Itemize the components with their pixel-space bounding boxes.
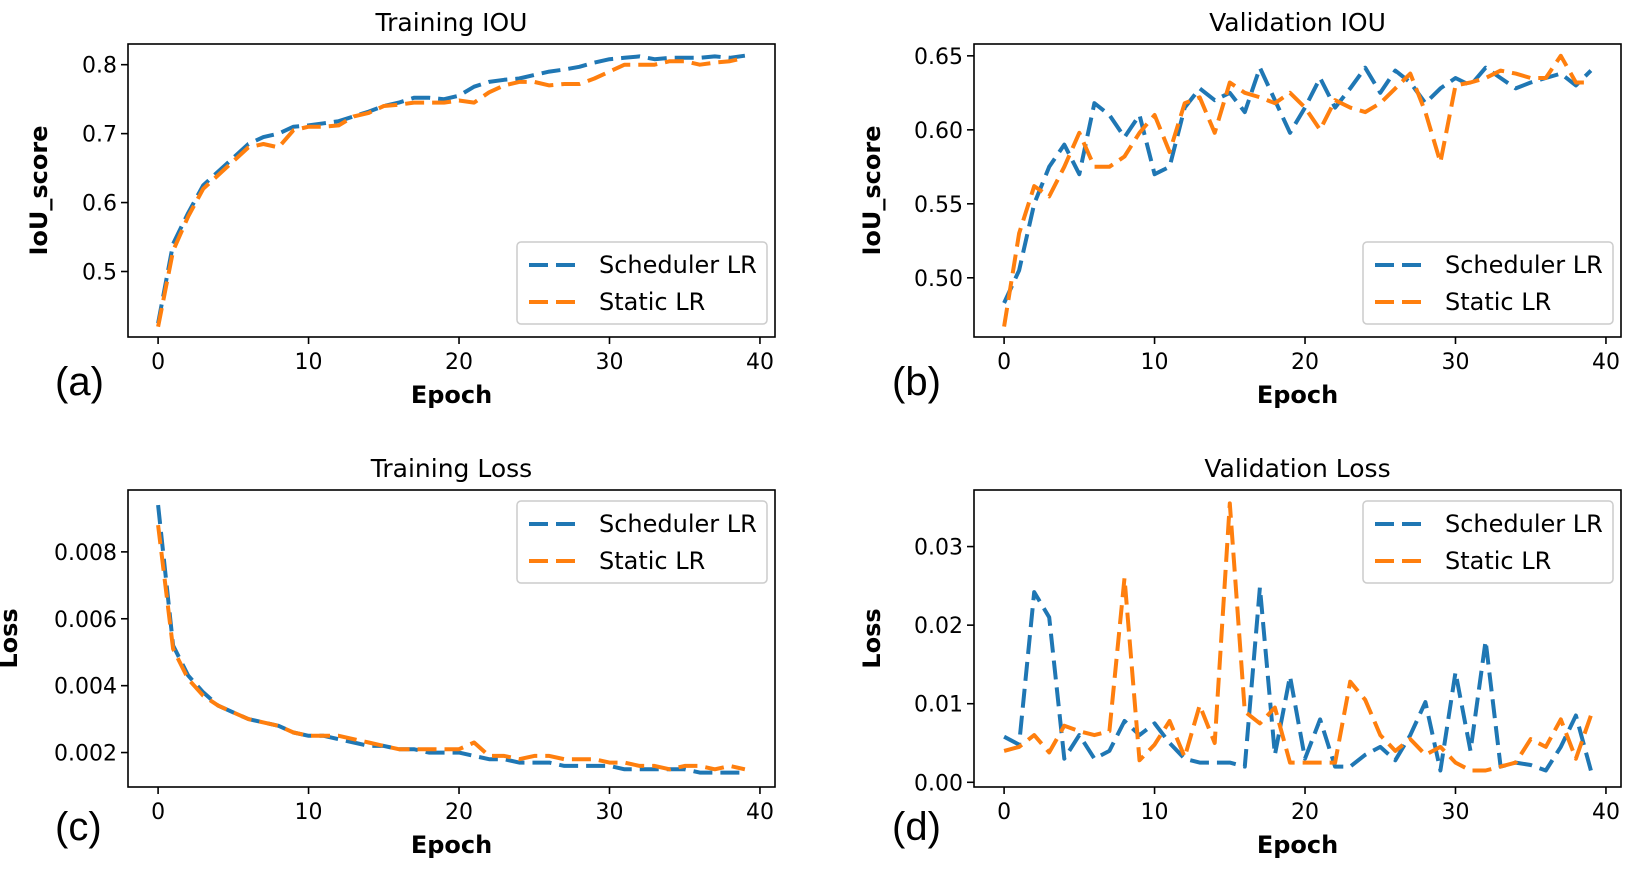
y-tick-label: 0.004	[54, 675, 117, 700]
plot-frame	[127, 489, 776, 788]
y-tick-label: 0.6	[82, 192, 117, 217]
x-tick-label: 20	[445, 350, 473, 375]
legend-label: Scheduler LR	[599, 510, 757, 538]
y-tick-label: 0.7	[82, 123, 117, 148]
x-tick-label: 40	[746, 800, 774, 825]
legend-box	[516, 500, 768, 584]
plot-frame	[127, 43, 776, 338]
x-tick-label: 30	[1441, 800, 1469, 825]
y-tick-label: 0.02	[914, 614, 963, 639]
y-tick-label: 0.55	[914, 193, 963, 218]
x-tick-label: 0	[997, 350, 1011, 375]
chart-title: Training Loss	[370, 454, 532, 483]
legend-label: Scheduler LR	[1445, 251, 1603, 279]
series-line-scheduler-lr	[156, 504, 745, 775]
panel-tag: (d)	[892, 805, 941, 849]
y-tick-label: 0.03	[914, 536, 963, 561]
series-line-scheduler-lr	[1003, 585, 1593, 773]
legend-label: Static LR	[1445, 288, 1551, 316]
series-line-static-lr	[156, 524, 746, 772]
legend: Scheduler LR Static LR	[516, 241, 768, 325]
series-line-static-lr	[156, 55, 746, 328]
y-tick-label: 0.01	[914, 693, 963, 718]
legend-label: Static LR	[599, 547, 705, 575]
legend: Scheduler LR Static LR	[1362, 241, 1614, 325]
x-tick-label: 40	[1592, 350, 1620, 375]
y-tick-label: 0.5	[82, 261, 117, 286]
x-tick-label: 20	[1291, 800, 1319, 825]
x-tick-label: 0	[997, 800, 1011, 825]
panel-tag: (c)	[55, 805, 102, 849]
x-tick-label: 10	[1141, 800, 1169, 825]
y-tick-label: 0.60	[914, 119, 963, 144]
chart-panel-1: Training IOU 0 10 20 30 40 0.5 0.6 0.7 0.8 Epoch Io…	[25, 8, 776, 409]
series-line-scheduler-lr	[156, 53, 746, 324]
panel-tag: (a)	[55, 360, 104, 404]
x-tick-label: 10	[295, 350, 323, 375]
x-tick-label: 0	[151, 800, 165, 825]
chart-panel-3: Training Loss 0 10 20 30 40 0.002 0.004 0.006 0.0…	[0, 454, 776, 859]
chart-panel-2: Validation IOU 0 10 20 30 40 0.50 0.55 0.60 0.65 E…	[858, 8, 1622, 409]
y-axis-label: Loss	[0, 608, 23, 668]
legend-label: Static LR	[1445, 547, 1551, 575]
y-tick-label: 0.8	[82, 54, 117, 79]
x-tick-label: 20	[445, 800, 473, 825]
x-tick-label: 10	[295, 800, 323, 825]
x-axis-label: Epoch	[411, 831, 492, 859]
y-axis-label: IoU_score	[858, 125, 886, 255]
legend: Scheduler LR Static LR	[516, 500, 768, 584]
chart-title: Validation Loss	[1204, 454, 1390, 483]
y-tick-label: 0.00	[914, 771, 963, 796]
plot-frame	[973, 43, 1622, 338]
x-tick-label: 30	[595, 800, 623, 825]
x-tick-label: 30	[595, 350, 623, 375]
plot-frame	[973, 489, 1622, 788]
legend-box	[516, 241, 768, 325]
chart-title: Validation IOU	[1209, 8, 1386, 37]
y-tick-label: 0.008	[54, 541, 117, 566]
legend-label: Scheduler LR	[1445, 510, 1603, 538]
y-tick-label: 0.006	[54, 608, 117, 633]
x-tick-label: 40	[1592, 800, 1620, 825]
chart-panel-4: Validation Loss 0 10 20 30 40 0.00 0.01 0.02 0.03…	[858, 454, 1622, 859]
legend-label: Scheduler LR	[599, 251, 757, 279]
x-tick-label: 30	[1441, 350, 1469, 375]
y-axis-label: IoU_score	[25, 125, 53, 255]
y-tick-label: 0.50	[914, 267, 963, 292]
chart-title: Training IOU	[375, 8, 528, 37]
x-axis-label: Epoch	[411, 381, 492, 409]
x-tick-label: 40	[746, 350, 774, 375]
y-axis-label: Loss	[858, 608, 886, 668]
series-line-static-lr	[1002, 53, 1591, 327]
panel-tag: (b)	[892, 360, 941, 404]
legend-box	[1362, 500, 1614, 584]
legend-box	[1362, 241, 1614, 325]
x-tick-label: 20	[1291, 350, 1319, 375]
x-tick-label: 0	[151, 350, 165, 375]
legend-label: Static LR	[599, 288, 705, 316]
x-axis-label: Epoch	[1257, 831, 1338, 859]
x-tick-label: 10	[1141, 350, 1169, 375]
y-tick-label: 0.65	[914, 45, 963, 70]
x-axis-label: Epoch	[1257, 381, 1338, 409]
y-tick-label: 0.002	[54, 742, 117, 767]
legend: Scheduler LR Static LR	[1362, 500, 1614, 584]
